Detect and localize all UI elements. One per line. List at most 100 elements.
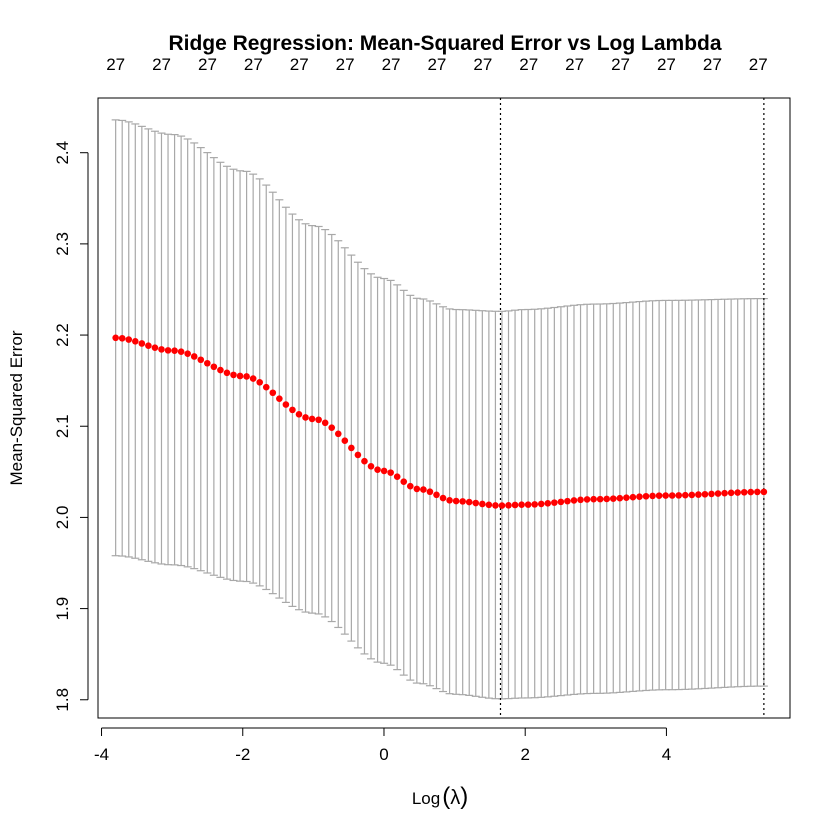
mean-points	[112, 334, 768, 509]
mean-point	[164, 347, 172, 354]
mean-point	[518, 501, 525, 508]
mean-point	[256, 379, 264, 386]
mean-point	[204, 359, 211, 367]
mean-point	[465, 498, 473, 506]
top-axis-labels: 27 27 27 27 27 27 27 27 27 27 27 27 27 27 27	[106, 55, 767, 74]
mean-point	[249, 375, 257, 382]
mean-point	[708, 490, 715, 498]
mean-point	[190, 353, 198, 360]
mean-point	[446, 497, 453, 504]
mean-point	[171, 347, 178, 354]
mean-point	[177, 348, 185, 355]
mean-point	[524, 501, 532, 508]
mean-point	[747, 488, 755, 496]
mean-point	[406, 482, 414, 490]
mean-point	[721, 489, 728, 497]
y-tick-label: 2.0	[53, 506, 72, 530]
mean-point	[609, 495, 617, 502]
mean-point	[289, 406, 296, 414]
mean-point	[682, 491, 689, 499]
mean-point	[354, 451, 362, 459]
mean-point	[393, 473, 401, 480]
mean-point	[668, 492, 676, 499]
mean-point	[269, 389, 277, 397]
mean-point	[649, 492, 656, 500]
top-axis-label: 27	[152, 55, 171, 74]
top-axis-label: 27	[473, 55, 492, 74]
mean-point	[557, 498, 565, 506]
mean-point	[400, 478, 408, 485]
mean-point	[236, 372, 244, 380]
top-axis-label: 27	[657, 55, 676, 74]
mean-point	[334, 430, 342, 438]
x-tick-label: 0	[379, 745, 388, 764]
top-axis-label: 27	[519, 55, 538, 74]
mean-point	[413, 485, 421, 493]
x-tick-label: 2	[520, 745, 529, 764]
top-axis-label: 27	[382, 55, 401, 74]
y-tick-label: 2.2	[53, 323, 72, 347]
mean-point	[479, 500, 486, 508]
mean-point	[714, 490, 722, 497]
reference-lines	[499, 98, 765, 718]
mean-point	[537, 500, 545, 508]
mean-point	[302, 414, 309, 421]
chart-title: Ridge Regression: Mean-Squared Error vs …	[168, 32, 721, 55]
mean-point	[701, 490, 709, 498]
mean-point	[727, 489, 735, 497]
mean-point	[570, 497, 578, 504]
mean-point	[623, 494, 630, 502]
mean-point	[505, 502, 512, 509]
mean-point	[564, 497, 571, 505]
top-axis-label: 27	[198, 55, 217, 74]
mean-point	[308, 415, 316, 423]
top-axis-label: 27	[703, 55, 722, 74]
y-tick-label: 1.8	[53, 688, 72, 712]
mean-point	[603, 495, 611, 503]
mean-point	[112, 334, 119, 342]
mean-point	[636, 493, 643, 501]
mean-point	[492, 502, 499, 509]
mean-point	[485, 501, 493, 509]
mean-point	[158, 346, 165, 353]
mean-point	[341, 437, 349, 444]
mean-point	[675, 492, 683, 499]
mean-point	[695, 491, 702, 498]
y-axis: 1.8 1.9 2.0 2.1 2.2 2.3 2.4	[53, 141, 89, 712]
mean-point	[321, 419, 329, 427]
mean-point	[125, 336, 133, 343]
top-axis-label: 27	[290, 55, 309, 74]
mean-point	[629, 493, 637, 501]
top-axis-label: 27	[427, 55, 446, 74]
mean-point	[328, 424, 336, 431]
mean-point	[380, 467, 388, 475]
mean-point	[138, 340, 146, 347]
mean-point	[151, 344, 159, 352]
top-axis-label: 27	[106, 55, 125, 74]
mean-point	[452, 497, 460, 505]
mean-point	[551, 499, 558, 506]
mean-point	[282, 401, 290, 408]
mean-point	[498, 502, 506, 509]
mean-point	[616, 494, 624, 502]
mean-point	[511, 501, 519, 509]
y-tick-label: 2.1	[53, 414, 72, 438]
mean-point	[295, 411, 303, 418]
mean-point	[531, 501, 539, 508]
y-tick-label: 2.4	[53, 141, 72, 165]
y-tick-label: 1.9	[53, 597, 72, 621]
x-axis: -4 -2 0 2 4	[94, 727, 671, 764]
mean-point	[433, 491, 440, 499]
top-axis-label: 27	[336, 55, 355, 74]
mean-point	[243, 373, 250, 380]
mean-point	[459, 498, 466, 505]
y-axis-label: Mean-Squared Error	[7, 330, 26, 485]
mean-point	[118, 334, 126, 342]
mean-point	[387, 469, 394, 476]
mean-point	[223, 369, 231, 377]
mean-point	[596, 495, 604, 503]
mean-point	[655, 492, 663, 499]
mean-point	[583, 496, 591, 503]
mean-point	[642, 492, 650, 500]
